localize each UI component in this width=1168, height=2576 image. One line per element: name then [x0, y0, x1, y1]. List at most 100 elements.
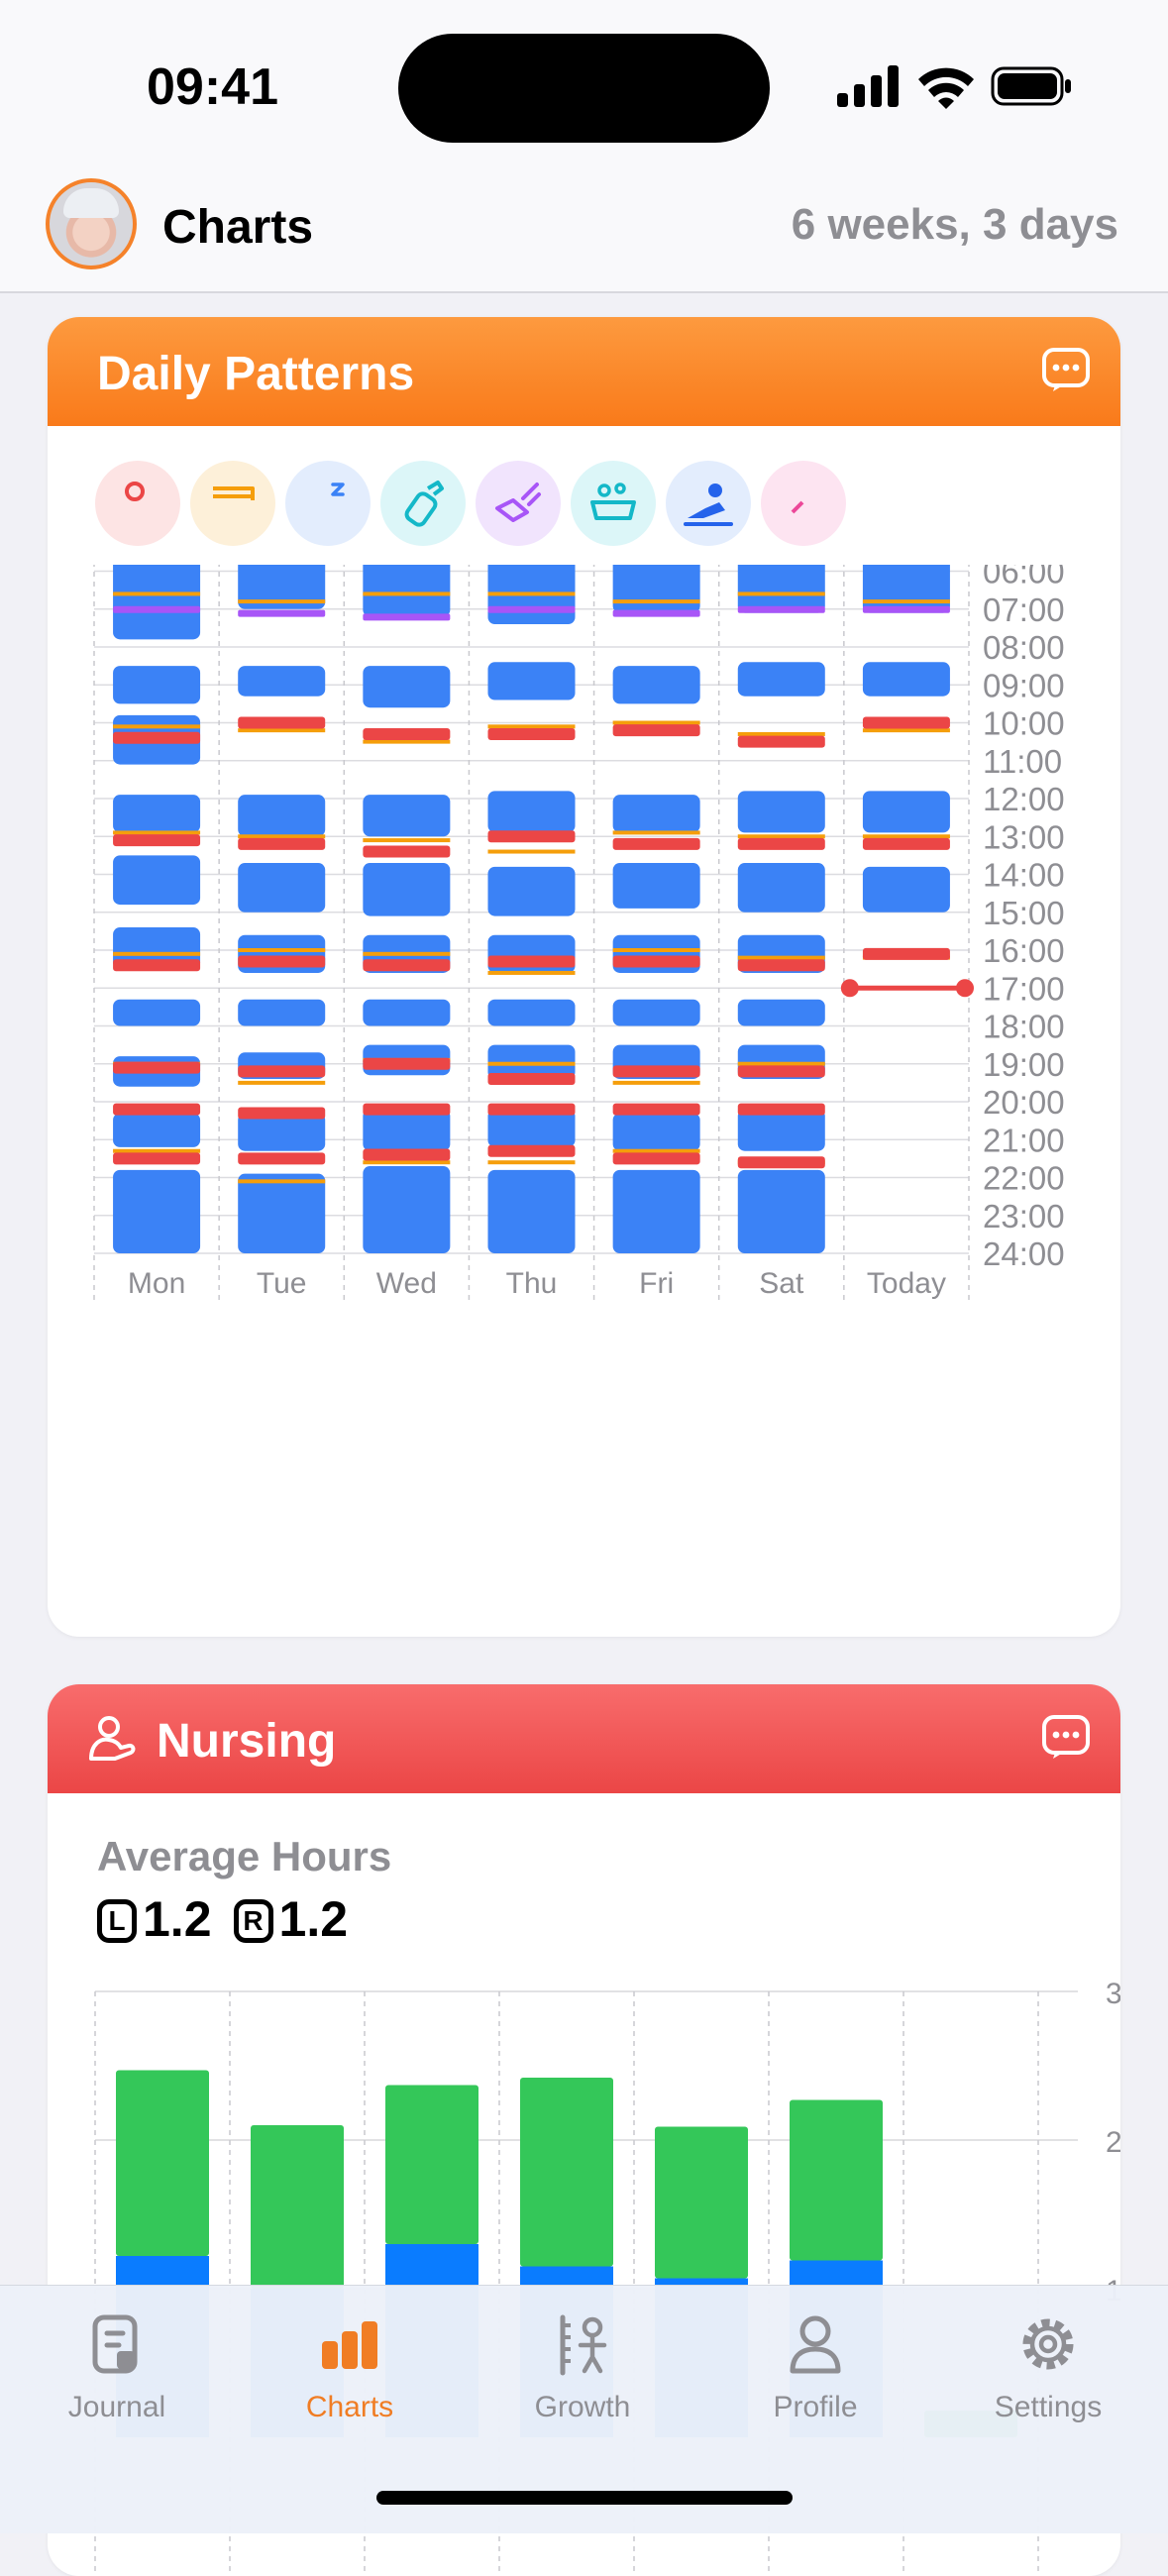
left-average: 1.2: [143, 1891, 212, 1947]
sleep-bar: [737, 999, 825, 1026]
hour-label: 15:00: [983, 895, 1065, 931]
sleep-bar: [238, 999, 326, 1026]
pump-mark: [487, 605, 576, 613]
bar-left-side: [251, 2125, 344, 2289]
hour-label: 21:00: [983, 1122, 1065, 1158]
hour-label: 06:00: [983, 565, 1065, 590]
sleep-bar: [113, 1169, 201, 1253]
diaper-mark: [113, 591, 201, 596]
hour-label: 18:00: [983, 1009, 1065, 1045]
tummy-time-filter-icon: [684, 483, 733, 526]
nursing-mark: [363, 1103, 451, 1116]
nursing-mark: [487, 1073, 576, 1086]
diaper-filter-chip[interactable]: [190, 461, 275, 546]
sleep-bar: [737, 1169, 825, 1253]
daily-patterns-card: Daily Patterns 00:0001:0002:0003:0004:00…: [48, 317, 1120, 1637]
profile-icon: [790, 2315, 841, 2374]
diaper-filter-icon: [213, 486, 255, 500]
settings-icon: [1022, 2318, 1074, 2370]
sleep-bar: [113, 855, 201, 906]
hour-label: 16:00: [983, 932, 1065, 969]
current-time-dot: [956, 979, 974, 998]
hour-label: 13:00: [983, 818, 1065, 855]
tab-label: Profile: [773, 2391, 858, 2423]
diaper-mark: [862, 599, 950, 604]
nursing-mark: [612, 955, 700, 968]
pump-mark: [612, 609, 700, 617]
tab-settings[interactable]: Settings: [949, 2306, 1147, 2444]
hour-label: 09:00: [983, 667, 1065, 703]
tab-label: Journal: [67, 2391, 166, 2423]
sleep-filter-chip[interactable]: [285, 461, 371, 546]
diaper-mark: [612, 720, 700, 725]
sleep-bar: [612, 795, 700, 833]
nursing-mark: [363, 1057, 451, 1070]
diaper-mark: [862, 728, 950, 733]
nursing-mark: [487, 955, 576, 968]
sleep-bar: [737, 1109, 825, 1151]
nursing-filter-chip[interactable]: [95, 461, 180, 546]
tab-charts[interactable]: Charts: [251, 2306, 449, 2444]
bath-filter-chip[interactable]: [571, 461, 656, 546]
diaper-mark: [737, 731, 825, 736]
hour-label: 17:00: [983, 970, 1065, 1007]
sleep-bar: [737, 863, 825, 912]
day-label: Thu: [506, 1267, 558, 1300]
pump-filter-chip[interactable]: [476, 461, 561, 546]
nursing-mark: [737, 1103, 825, 1116]
hour-label: 08:00: [983, 629, 1065, 666]
nursing-mark: [238, 837, 326, 850]
diaper-mark: [612, 599, 700, 604]
sleep-bar: [363, 863, 451, 916]
nursing-mark: [363, 959, 451, 972]
hour-label: 11:00: [983, 743, 1062, 780]
nursing-mark: [737, 959, 825, 972]
diaper-mark: [113, 724, 201, 729]
nursing-filter-icon: [125, 482, 145, 501]
diaper-mark: [612, 948, 700, 952]
diaper-mark: [363, 739, 451, 744]
sleep-bar: [737, 791, 825, 833]
diaper-mark: [487, 724, 576, 729]
sleep-bar: [238, 565, 326, 609]
bar-left-side: [520, 2078, 613, 2267]
sleep-bar: [612, 999, 700, 1026]
medicine-filter-icon: [791, 500, 804, 514]
nursing-mark: [113, 834, 201, 847]
diaper-mark: [238, 1080, 326, 1085]
sleep-bar: [612, 1113, 700, 1151]
sleep-bar: [612, 863, 700, 909]
bath-filter-icon: [590, 483, 636, 520]
day-label: Fri: [639, 1267, 674, 1300]
nursing-title: Nursing: [157, 1715, 337, 1768]
sleep-bar: [612, 666, 700, 704]
diaper-mark: [238, 948, 326, 952]
sleep-bar: [113, 565, 201, 640]
sleep-bar: [238, 666, 326, 697]
comment-icon[interactable]: [1041, 347, 1091, 392]
tab-profile[interactable]: Profile: [716, 2306, 914, 2444]
tummy-time-filter-chip[interactable]: [666, 461, 751, 546]
diaper-mark: [737, 591, 825, 596]
diaper-mark: [238, 1179, 326, 1184]
comment-icon[interactable]: [1041, 1714, 1091, 1760]
nursing-mark: [238, 1152, 326, 1165]
nursing-mark: [113, 1061, 201, 1074]
hour-label: 22:00: [983, 1160, 1065, 1197]
baby-avatar[interactable]: [46, 178, 137, 269]
day-label: Sat: [759, 1267, 804, 1300]
tab-growth[interactable]: Growth: [483, 2306, 682, 2444]
nursing-mark: [113, 1152, 201, 1165]
sleep-bar: [113, 999, 201, 1026]
sleep-bar: [862, 866, 950, 912]
medicine-filter-chip[interactable]: [761, 461, 846, 546]
nursing-mark: [487, 727, 576, 740]
day-label: Mon: [128, 1267, 185, 1300]
tab-label: Settings: [994, 2391, 1103, 2423]
tab-journal[interactable]: Journal: [18, 2306, 216, 2444]
diaper-mark: [737, 1061, 825, 1066]
diaper-mark: [862, 834, 950, 839]
nursing-mark: [363, 727, 451, 740]
sleep-bar: [862, 565, 950, 613]
bottle-filter-chip[interactable]: [380, 461, 466, 546]
